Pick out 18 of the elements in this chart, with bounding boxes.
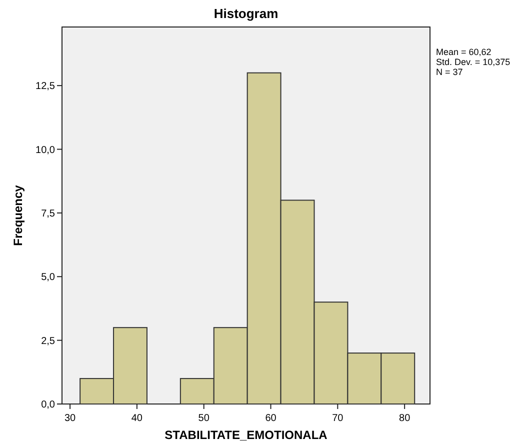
y-tick-label: 0,0 — [41, 400, 56, 410]
y-tick-label: 5,0 — [41, 272, 56, 284]
x-axis-title: STABILITATE_EMOTIONALA — [164, 428, 328, 442]
text: Std. Dev. = 10,375 — [436, 57, 510, 67]
y-tick-label: 7,5 — [41, 208, 56, 220]
y-tick-label: 10,0 — [36, 144, 56, 156]
chart-title: Histogram — [214, 6, 278, 21]
text: N = 37 — [436, 67, 463, 77]
x-tick-label: 30 — [64, 413, 76, 424]
x-tick-label: 50 — [198, 413, 210, 424]
x-tick-label: 40 — [131, 413, 143, 424]
x-tick-label: 70 — [332, 413, 344, 424]
text: Mean = 60,62 — [436, 47, 492, 57]
y-tick-label: 12,5 — [36, 81, 56, 92]
y-tick-label: 2,5 — [41, 336, 56, 347]
y-axis-title: Frequency — [11, 184, 25, 246]
x-tick-label: 60 — [265, 413, 277, 424]
x-tick-label: 80 — [399, 413, 411, 424]
